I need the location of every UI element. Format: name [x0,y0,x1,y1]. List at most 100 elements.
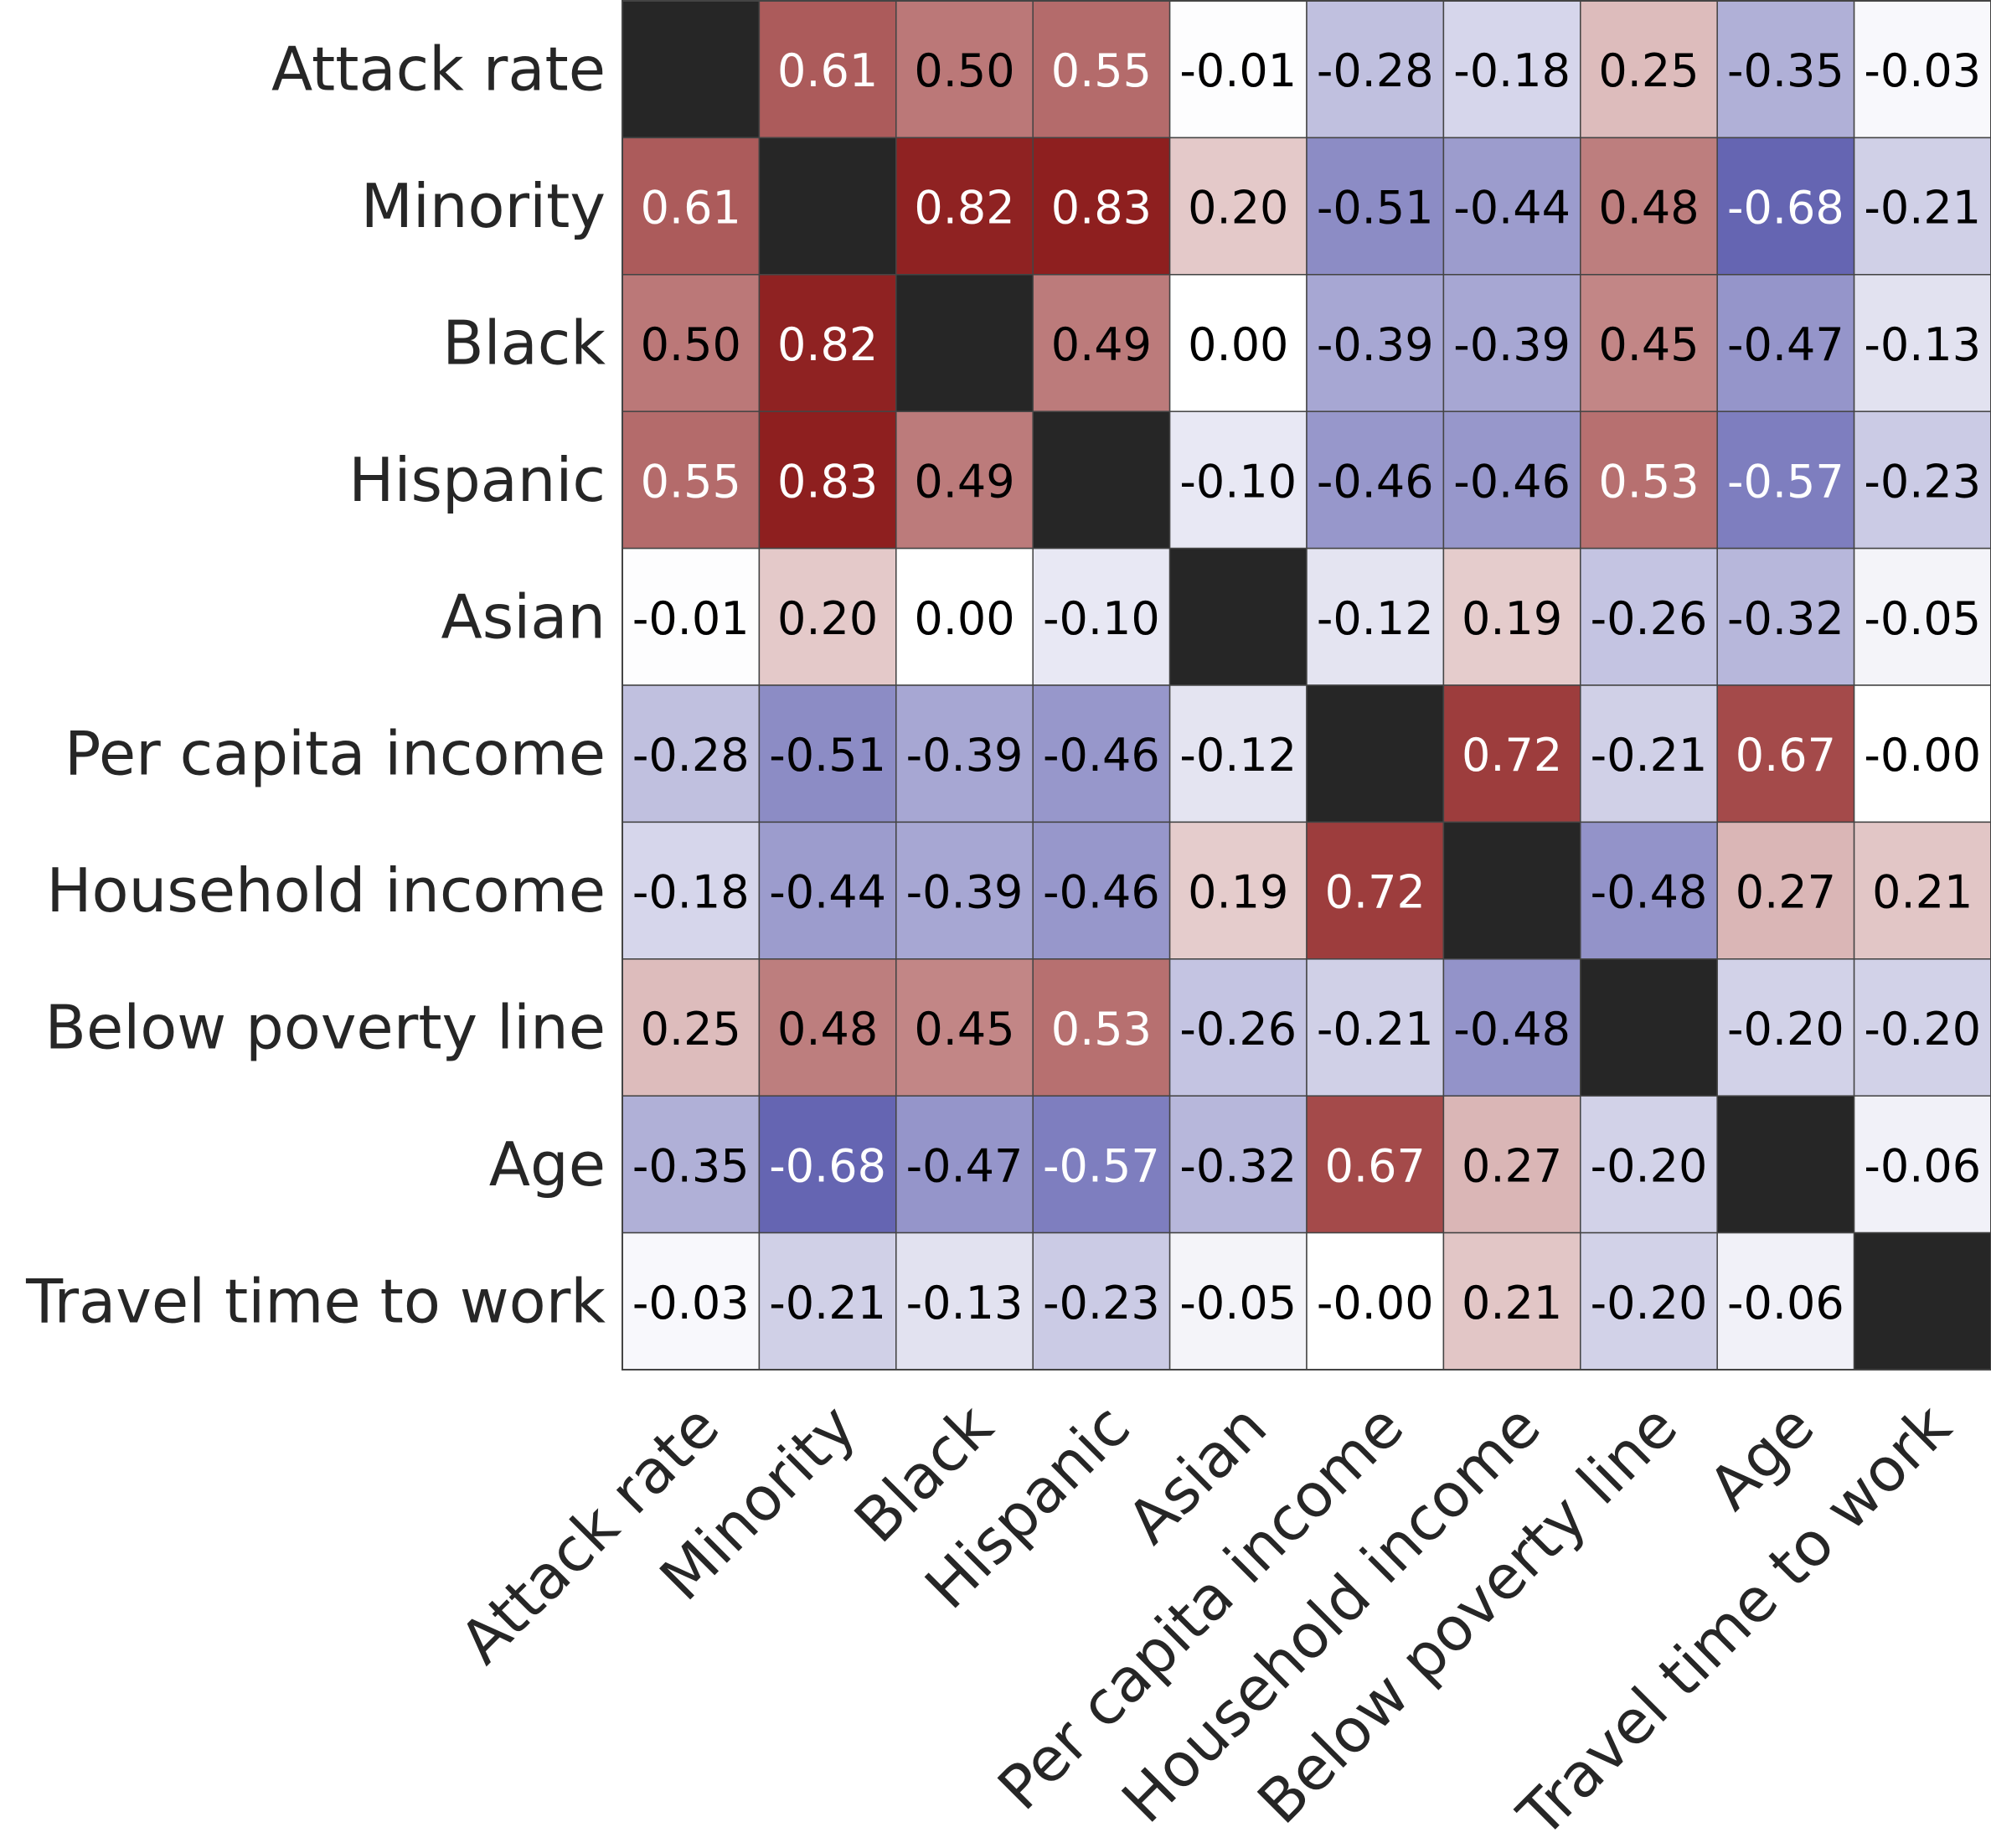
heatmap-cell [1580,410,1718,550]
row-label-hispanic: Hispanic [348,445,606,515]
heatmap-cell [1853,958,1991,1097]
row-label-age: Age [489,1129,606,1200]
cell-value-label: -0.18 [1453,44,1571,97]
heatmap-cell [1853,684,1991,823]
heatmap-cell [622,274,761,412]
cell-value-label: 0.55 [641,455,741,508]
row-label-below-poverty-line: Below poverty line [45,993,606,1063]
heatmap-cell [1580,684,1718,823]
cell-value-label: -0.46 [1317,455,1434,508]
cell-value-label: 0.19 [1462,592,1562,645]
heatmap-cell [895,410,1034,550]
cell-value-label: -0.51 [1317,182,1434,235]
cell-value-label: 0.20 [777,592,878,645]
cell-value-label: -0.01 [1179,44,1297,97]
cell-value-label: -0.20 [1864,1003,1981,1056]
cell-value-label: -0.12 [1317,592,1434,645]
heatmap-cell [622,821,761,960]
cell-value-label: -0.06 [1864,1139,1981,1192]
heatmap-cell [1853,137,1991,276]
heatmap-cell [758,958,897,1097]
cell-value-label: 0.25 [1598,44,1699,97]
cell-value-label: 0.50 [641,318,741,371]
cell-value-label: 0.49 [1051,318,1152,371]
heatmap-cell [1168,958,1308,1097]
column-labels: Attack rateMinorityBlackHispanicAsianPer… [446,1391,1964,1848]
heatmap-cell [1032,684,1171,823]
cell-value-label: 0.27 [1736,866,1836,919]
heatmap-cell [758,1095,897,1234]
heatmap-cell [1442,0,1581,139]
heatmap-cell [1442,137,1581,276]
heatmap-cell [622,137,761,276]
heatmap-cell [1032,274,1171,412]
cell-value-label: 0.67 [1325,1139,1426,1192]
heatmap-cell [758,410,897,550]
heatmap-cell [1306,0,1445,139]
heatmap-cell [1306,1095,1445,1234]
cell-value-label: 0.21 [1872,866,1973,919]
heatmap-cell [895,684,1034,823]
cell-value-label: 0.25 [641,1003,741,1056]
heatmap-cell [1853,547,1991,686]
cell-value-label: -0.06 [1727,1277,1844,1329]
heatmap-cell [1168,1095,1308,1234]
row-label-travel-time-to-work: Travel time to work [25,1266,606,1336]
row-label-black: Black [442,308,606,379]
cell-value-label: 0.72 [1325,866,1426,919]
heatmap-cell [1032,958,1171,1097]
cell-value-label: -0.44 [1453,182,1571,235]
cell-value-label: 0.53 [1051,1003,1152,1056]
heatmap-cell [1442,1231,1581,1371]
cell-value-label: -0.48 [1453,1003,1571,1056]
cell-value-label: -0.57 [1727,455,1844,508]
cell-value-label: 0.50 [914,44,1014,97]
cell-value-label: 0.61 [777,44,878,97]
heatmap-cell [1306,958,1445,1097]
heatmap-cell [1853,274,1991,412]
cell-value-label: 0.67 [1736,729,1836,782]
cell-value-label: -0.03 [1864,44,1981,97]
cell-value-label: -0.18 [632,866,750,919]
cell-value-label: 0.61 [641,182,741,235]
heatmap-cell [1580,821,1718,960]
heatmap-cell [1168,274,1308,412]
cell-value-label: -0.46 [1453,455,1571,508]
cell-value-label: -0.12 [1179,729,1297,782]
cell-value-label: -0.28 [1317,44,1434,97]
cell-value-label: 0.27 [1462,1139,1562,1192]
cell-value-label: -0.32 [1727,592,1844,645]
heatmap-cell [1032,821,1171,960]
diagonal-cell [1032,410,1171,550]
heatmap-cell [1306,821,1445,960]
heatmap-cell [1032,1095,1171,1234]
heatmap-cell [1853,0,1991,139]
heatmap-cell [1716,547,1855,686]
cell-value-label: 0.48 [1598,182,1699,235]
heatmap-cell [758,821,897,960]
cell-value-label: -0.47 [1727,318,1844,371]
heatmap-cell [895,1231,1034,1371]
heatmap-cell [622,958,761,1097]
cell-value-label: 0.19 [1188,866,1288,919]
heatmap-cell [758,274,897,412]
heatmap-cell [1716,0,1855,139]
heatmap-cell [1442,410,1581,550]
heatmap-cell [1306,274,1445,412]
cell-value-label: 0.48 [777,1003,878,1056]
row-label-minority: Minority [361,171,606,241]
diagonal-cell [1442,821,1581,960]
cell-value-label: -0.13 [906,1277,1024,1329]
cell-value-label: 0.45 [1598,318,1699,371]
cell-value-label: -0.20 [1727,1003,1844,1056]
heatmap-cell [1168,0,1308,139]
diagonal-cell [1716,1095,1855,1234]
diagonal-cell [1853,1231,1991,1371]
heatmap-cell [1306,1231,1445,1371]
cell-value-label: -0.05 [1179,1277,1297,1329]
diagonal-cell [758,137,897,276]
row-label-household-income: Household income [46,855,606,926]
diagonal-cell [622,0,761,139]
heatmap-cell [758,684,897,823]
diagonal-cell [895,274,1034,412]
